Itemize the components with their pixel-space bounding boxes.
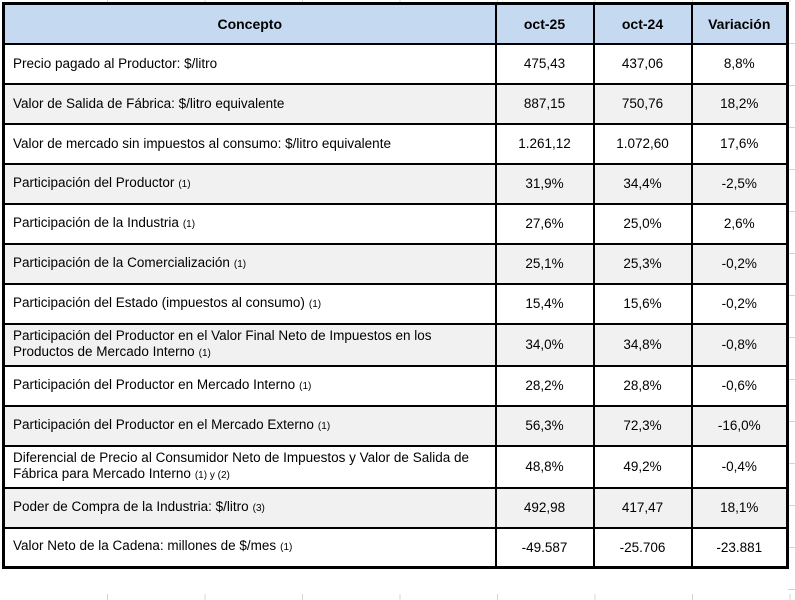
- table-row: Participación del Productor en el Mercad…: [2, 404, 789, 447]
- concept-cell: Participación del Productor en el Mercad…: [2, 404, 497, 447]
- variation-value-cell: 8,8%: [690, 42, 789, 85]
- oct24-value-cell: -25.706: [592, 526, 693, 569]
- concept-cell: Diferencial de Precio al Consumidor Neto…: [2, 444, 497, 489]
- concept-cell: Valor de mercado sin impuestos al consum…: [2, 122, 497, 165]
- concept-text: Participación del Productor: [13, 174, 175, 190]
- table-row: Participación del Productor (1) 31,9% 34,…: [2, 162, 789, 205]
- concept-cell: Valor de Salida de Fábrica: $/litro equi…: [2, 82, 497, 125]
- oct25-value-cell: 56,3%: [494, 404, 595, 447]
- variation-value-cell: -0,2%: [690, 242, 789, 285]
- oct24-value-cell: 72,3%: [592, 404, 693, 447]
- variation-value-cell: 2,6%: [690, 202, 789, 245]
- table-row: Valor Neto de la Cadena: millones de $/m…: [2, 526, 789, 569]
- table-row: Participación del Productor en Mercado I…: [2, 364, 789, 407]
- variation-value-cell: 17,6%: [690, 122, 789, 165]
- concept-text: Valor Neto de la Cadena: millones de $/m…: [13, 538, 277, 554]
- header-variacion: Variación: [690, 2, 789, 45]
- footnote-marker: (1): [308, 298, 322, 310]
- gridlines-top: [0, 0, 795, 2]
- footnote-marker: (1): [317, 420, 331, 432]
- concept-text: Diferencial de Precio al Consumidor Neto…: [13, 449, 469, 481]
- oct25-value-cell: 31,9%: [494, 162, 595, 205]
- table-row: Poder de Compra de la Industria: $/litro…: [2, 486, 789, 529]
- concept-text: Participación del Estado (impuestos al c…: [13, 294, 305, 310]
- concept-cell: Precio pagado al Productor: $/litro: [2, 42, 497, 85]
- concept-cell: Participación de la Industria (1): [2, 202, 497, 245]
- oct24-value-cell: 34,4%: [592, 162, 693, 205]
- oct24-value-cell: 25,3%: [592, 242, 693, 285]
- table-body: Precio pagado al Productor: $/litro 475,…: [2, 42, 789, 569]
- concept-cell: Participación del Estado (impuestos al c…: [2, 282, 497, 325]
- concept-text: Participación de la Industria: [13, 214, 179, 230]
- oct25-value-cell: 25,1%: [494, 242, 595, 285]
- oct25-value-cell: 27,6%: [494, 202, 595, 245]
- oct25-value-cell: 15,4%: [494, 282, 595, 325]
- oct24-value-cell: 28,8%: [592, 364, 693, 407]
- table-header-row: Concepto oct-25 oct-24 Variación: [2, 2, 789, 45]
- concept-text: Valor de Salida de Fábrica: $/litro equi…: [13, 95, 285, 111]
- variation-value-cell: -0,6%: [690, 364, 789, 407]
- table-row: Participación del Productor en el Valor …: [2, 322, 789, 367]
- variation-value-cell: -0,4%: [690, 444, 789, 489]
- header-oct24: oct-24: [592, 2, 693, 45]
- variation-value-cell: -2,5%: [690, 162, 789, 205]
- table-row: Valor de Salida de Fábrica: $/litro equi…: [2, 82, 789, 125]
- concept-text: Participación del Productor en el Valor …: [13, 327, 432, 359]
- table-row: Participación de la Comercialización (1) …: [2, 242, 789, 285]
- oct25-value-cell: -49.587: [494, 526, 595, 569]
- variation-value-cell: 18,1%: [690, 486, 789, 529]
- oct24-value-cell: 417,47: [592, 486, 693, 529]
- header-oct25: oct-25: [494, 2, 595, 45]
- concept-text: Participación del Productor en Mercado I…: [13, 376, 296, 392]
- footnote-marker: (1): [178, 178, 191, 190]
- footnote-marker: (1): [299, 380, 312, 392]
- oct25-value-cell: 28,2%: [494, 364, 595, 407]
- gridlines-bottom: [0, 594, 795, 600]
- footnote-marker: (1): [182, 218, 196, 230]
- table-row: Valor de mercado sin impuestos al consum…: [2, 122, 789, 165]
- concept-cell: Participación de la Comercialización (1): [2, 242, 497, 285]
- variation-value-cell: -23.881: [690, 526, 789, 569]
- oct25-value-cell: 48,8%: [494, 444, 595, 489]
- oct25-value-cell: 492,98: [494, 486, 595, 529]
- oct25-value-cell: 1.261,12: [494, 122, 595, 165]
- concept-cell: Participación del Productor (1): [2, 162, 497, 205]
- oct25-value-cell: 34,0%: [494, 322, 595, 367]
- oct24-value-cell: 437,06: [592, 42, 693, 85]
- concept-text: Poder de Compra de la Industria: $/litro: [13, 498, 249, 514]
- oct24-value-cell: 15,6%: [592, 282, 693, 325]
- concept-text: Participación del Productor en el Mercad…: [13, 416, 314, 432]
- variation-value-cell: -16,0%: [690, 404, 789, 447]
- oct24-value-cell: 750,76: [592, 82, 693, 125]
- concept-text: Precio pagado al Productor: $/litro: [13, 55, 218, 71]
- oct24-value-cell: 1.072,60: [592, 122, 693, 165]
- dairy-chain-table: Concepto oct-25 oct-24 Variación Precio …: [2, 2, 789, 569]
- footnote-marker: (1): [233, 258, 247, 270]
- oct24-value-cell: 34,8%: [592, 322, 693, 367]
- footnote-marker: (1): [280, 542, 293, 554]
- variation-value-cell: -0,8%: [690, 322, 789, 367]
- footnote-marker: (1): [198, 347, 211, 359]
- footnote-marker: (3): [252, 502, 265, 514]
- concept-cell: Poder de Compra de la Industria: $/litro…: [2, 486, 497, 529]
- footnote-marker: (1) y (2): [194, 469, 230, 481]
- concept-text: Participación de la Comercialización: [13, 254, 230, 270]
- variation-value-cell: -0,2%: [690, 282, 789, 325]
- gridlines-right: [788, 2, 795, 594]
- oct24-value-cell: 25,0%: [592, 202, 693, 245]
- concept-cell: Valor Neto de la Cadena: millones de $/m…: [2, 526, 497, 569]
- table-row: Participación de la Industria (1) 27,6% 2…: [2, 202, 789, 245]
- concept-cell: Participación del Productor en el Valor …: [2, 322, 497, 367]
- oct25-value-cell: 475,43: [494, 42, 595, 85]
- variation-value-cell: 18,2%: [690, 82, 789, 125]
- oct25-value-cell: 887,15: [494, 82, 595, 125]
- table-row: Diferencial de Precio al Consumidor Neto…: [2, 444, 789, 489]
- table-row: Participación del Estado (impuestos al c…: [2, 282, 789, 325]
- table-row: Precio pagado al Productor: $/litro 475,…: [2, 42, 789, 85]
- header-concepto: Concepto: [2, 2, 497, 45]
- concept-cell: Participación del Productor en Mercado I…: [2, 364, 497, 407]
- oct24-value-cell: 49,2%: [592, 444, 693, 489]
- concept-text: Valor de mercado sin impuestos al consum…: [13, 135, 391, 151]
